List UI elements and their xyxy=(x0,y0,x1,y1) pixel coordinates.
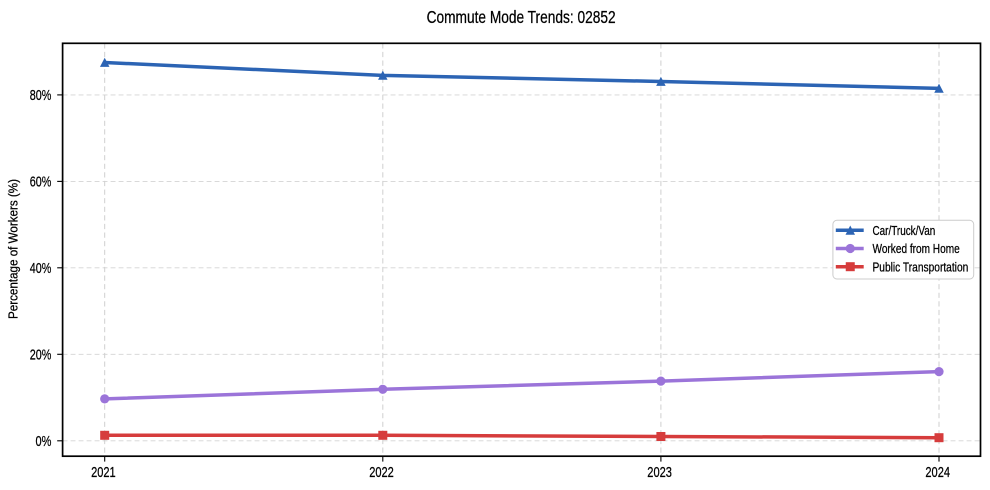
svg-text:60%: 60% xyxy=(30,174,52,191)
svg-text:Worked from Home: Worked from Home xyxy=(873,242,960,256)
svg-text:2024: 2024 xyxy=(925,464,950,481)
svg-text:80%: 80% xyxy=(30,87,52,104)
svg-text:20%: 20% xyxy=(30,347,52,364)
svg-text:2022: 2022 xyxy=(369,464,394,481)
svg-text:0%: 0% xyxy=(36,433,52,450)
svg-text:Commute Mode Trends: 02852: Commute Mode Trends: 02852 xyxy=(427,7,616,27)
svg-text:2021: 2021 xyxy=(91,464,116,481)
svg-text:Percentage of Workers (%): Percentage of Workers (%) xyxy=(6,179,21,319)
svg-text:40%: 40% xyxy=(30,260,52,277)
svg-text:2023: 2023 xyxy=(647,464,672,481)
svg-text:Public Transportation: Public Transportation xyxy=(873,260,969,274)
svg-text:Car/Truck/Van: Car/Truck/Van xyxy=(873,224,936,238)
